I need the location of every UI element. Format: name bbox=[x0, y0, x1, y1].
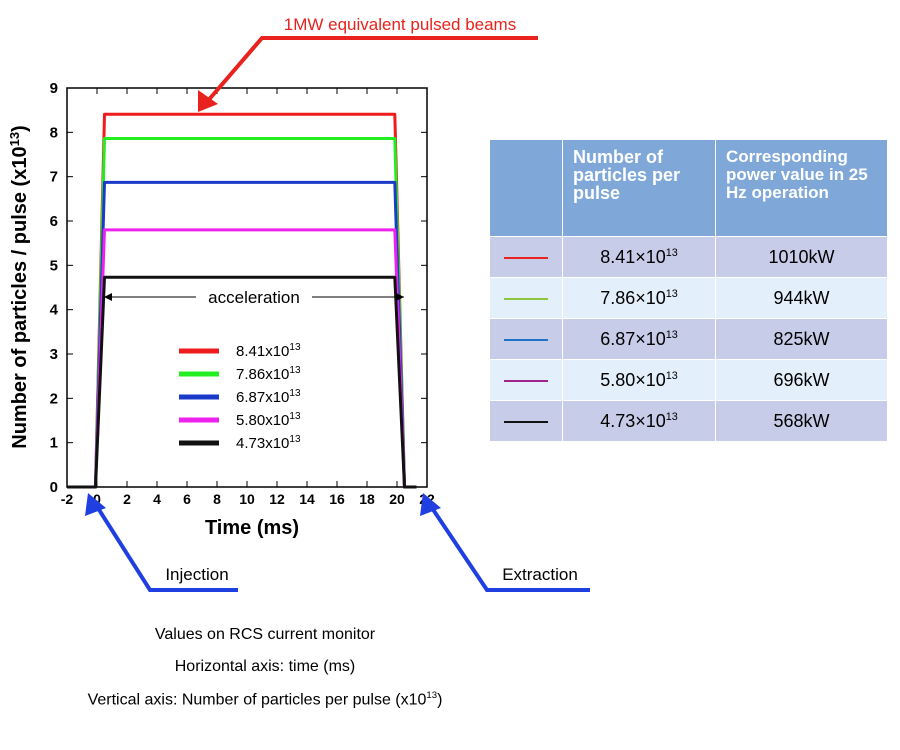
legend-label: 4.73x1013 bbox=[236, 434, 301, 452]
x-tick-label: 18 bbox=[359, 491, 375, 507]
table-row: 7.86×1013 944kW bbox=[489, 277, 888, 319]
x-tick-label: 8 bbox=[213, 491, 221, 507]
x-tick-label: 12 bbox=[269, 491, 285, 507]
y-tick-label: 8 bbox=[50, 124, 58, 141]
table-row: 5.80×1013 696kW bbox=[489, 359, 888, 401]
x-tick-label: 10 bbox=[239, 491, 255, 507]
legend: 8.41x1013 7.86x1013 6.87x1013 5.80x1013 4.73… bbox=[179, 342, 301, 452]
row-particles: 4.73×1013 bbox=[562, 400, 716, 442]
y-tick-label: 7 bbox=[50, 169, 58, 186]
acceleration-arrowhead-right bbox=[396, 293, 404, 301]
table-row: 8.41×1013 1010kW bbox=[489, 236, 888, 278]
injection-label: Injection bbox=[165, 565, 228, 584]
legend-label: 6.87x1013 bbox=[236, 388, 301, 406]
y-tick-label: 3 bbox=[50, 346, 58, 363]
table-row: 4.73×1013 568kW bbox=[489, 400, 888, 442]
table-header-line bbox=[489, 139, 563, 237]
extraction-arrow bbox=[428, 503, 590, 592]
acceleration-label: acceleration bbox=[208, 288, 300, 307]
table-row: 6.87×1013 825kW bbox=[489, 318, 888, 360]
row-swatch bbox=[504, 379, 548, 382]
y-tick-label: 0 bbox=[50, 479, 58, 496]
top-annotation-arrowhead bbox=[198, 90, 218, 112]
x-tick-label: 16 bbox=[329, 491, 345, 507]
row-power: 944kW bbox=[715, 277, 888, 319]
x-axis-title: Time (ms) bbox=[205, 517, 299, 539]
table-header-particles: Number of particles per pulse bbox=[562, 139, 716, 237]
row-particles: 6.87×1013 bbox=[562, 318, 716, 360]
caption-line-2: Horizontal axis: time (ms) bbox=[174, 658, 356, 675]
x-tick-label: 14 bbox=[299, 491, 315, 507]
acceleration-arrowhead-left bbox=[104, 293, 112, 301]
legend-label: 7.86x1013 bbox=[236, 365, 301, 383]
row-power: 825kW bbox=[715, 318, 888, 360]
extraction-label: Extraction bbox=[502, 565, 578, 584]
y-tick-label: 4 bbox=[50, 302, 59, 319]
row-power: 1010kW bbox=[715, 236, 888, 278]
x-tick-label: -2 bbox=[61, 491, 74, 507]
row-particles: 7.86×1013 bbox=[562, 277, 716, 319]
extraction-arrowhead bbox=[420, 493, 441, 516]
top-annotation: 1MW equivalent pulsed beams bbox=[284, 15, 516, 34]
y-tick-label: 2 bbox=[50, 390, 58, 407]
legend-label: 8.41x1013 bbox=[236, 342, 301, 360]
x-tick-label: 0 bbox=[93, 491, 101, 507]
row-swatch bbox=[504, 256, 548, 259]
top-annotation-arrow bbox=[204, 36, 538, 105]
injection-arrow bbox=[94, 503, 238, 592]
x-tick-label: 6 bbox=[183, 491, 191, 507]
row-swatch bbox=[504, 420, 548, 423]
table-header-power: Corresponding power value in 25 Hz opera… bbox=[715, 139, 888, 237]
y-axis-title: Number of particles / pulse (x1013) bbox=[7, 125, 31, 448]
y-tick-label: 1 bbox=[50, 435, 58, 452]
legend-label: 5.80x1013 bbox=[236, 411, 301, 429]
x-tick-label: 2 bbox=[123, 491, 131, 507]
y-tick-label: 5 bbox=[50, 257, 58, 274]
injection-arrowhead bbox=[85, 493, 106, 516]
y-tick-label: 6 bbox=[50, 213, 58, 230]
row-swatch bbox=[504, 297, 548, 300]
row-power: 568kW bbox=[715, 400, 888, 442]
row-particles: 8.41×1013 bbox=[562, 236, 716, 278]
series-line bbox=[67, 275, 417, 489]
row-swatch bbox=[504, 338, 548, 341]
caption-line-1: Values on RCS current monitor bbox=[154, 626, 376, 643]
row-particles: 5.80×1013 bbox=[562, 359, 716, 401]
x-tick-label: 20 bbox=[389, 491, 405, 507]
row-power: 696kW bbox=[715, 359, 888, 401]
data-table: Number of particles per pulse Correspond… bbox=[489, 139, 888, 442]
caption-line-3: Vertical axis: Number of particles per p… bbox=[87, 690, 443, 709]
y-tick-label: 9 bbox=[50, 80, 58, 97]
x-tick-label: 4 bbox=[153, 491, 161, 507]
